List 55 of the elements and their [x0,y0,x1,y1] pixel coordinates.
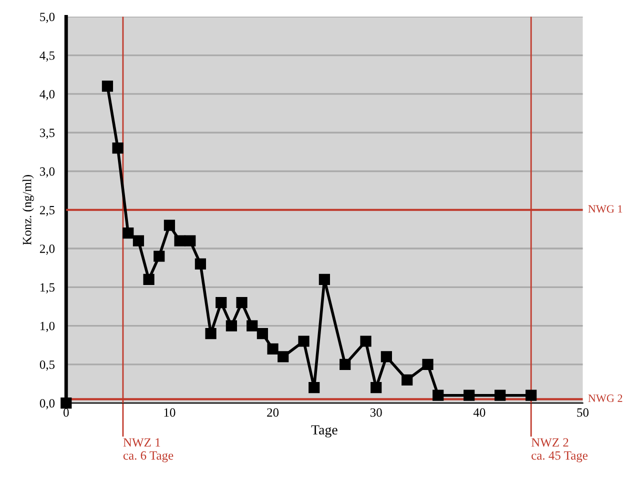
point [340,358,351,370]
point [318,274,330,285]
point [112,142,124,154]
point [464,390,475,401]
point [184,235,196,246]
point [194,258,206,270]
point [60,398,72,409]
ref-line-label: NWZ 1 ca. 6 Tage [123,438,174,462]
point [122,228,134,239]
point [402,374,413,386]
ref-line-label: NWG 2 [588,394,622,402]
ref-line-label: NWG 1 [588,205,622,213]
y-tick-label: 1,0 [40,322,55,332]
y-tick-label: 2,0 [40,244,55,255]
point [226,320,238,332]
point [432,390,444,401]
y-tick-label: 0,0 [40,399,55,410]
y-tick-label: 1,5 [40,283,55,294]
point [298,336,310,347]
x-axis-title: Tage [311,425,338,438]
point [360,336,372,347]
x-tick-label: 0 [64,408,69,417]
y-tick-label: 0,5 [40,360,55,371]
y-tick-label: 4,5 [40,51,55,62]
x-tick-label: 40 [473,408,486,417]
point [422,358,434,370]
point [246,320,258,332]
y-tick-label: 5,0 [40,12,55,23]
point [154,250,165,262]
point [164,220,176,231]
point [256,328,268,340]
y-tick-label: 4,0 [40,90,55,100]
x-tick-label: 20 [267,408,279,417]
x-tick-label: 30 [370,408,382,417]
point [205,328,216,340]
x-tick-label: 10 [164,408,176,417]
y-tick-label: 2,5 [40,206,55,216]
y-tick-label: 3,0 [40,167,55,178]
ref-line-label: NWZ 2 ca. 45 Tage [531,438,588,462]
point [494,390,506,401]
y-tick-label: 3,5 [40,128,55,139]
point [174,235,186,246]
point [102,80,114,92]
point [278,351,289,362]
point [308,382,320,394]
point [236,297,248,308]
point [370,382,382,394]
point [526,390,537,401]
point [132,235,144,246]
x-tick-label: 50 [577,408,589,417]
point [267,343,278,355]
point [143,274,154,285]
y-axis-title: Konz. (ng/ml) [22,175,34,245]
point [216,297,227,308]
point [380,351,392,362]
